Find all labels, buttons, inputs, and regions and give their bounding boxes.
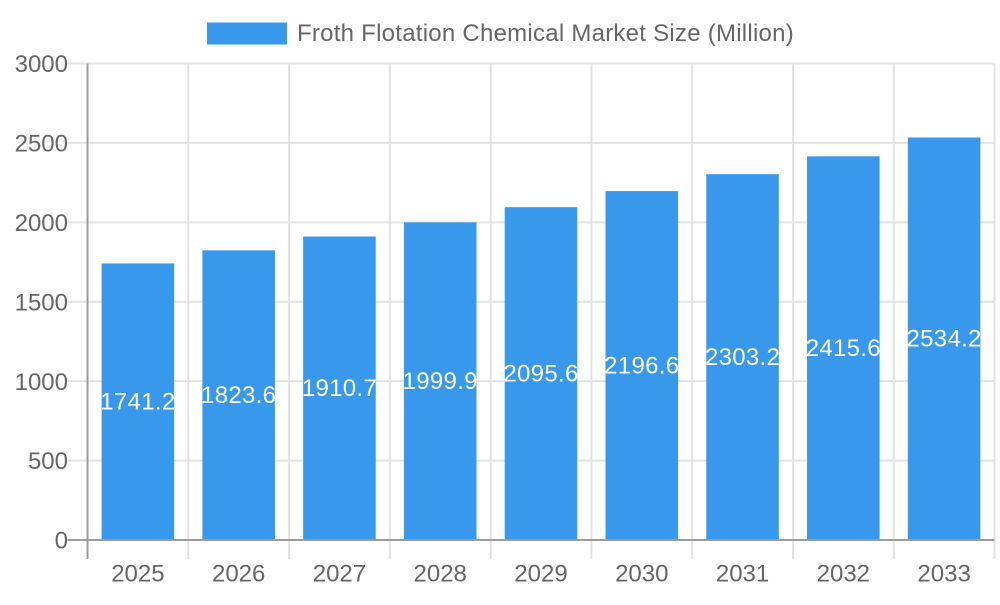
svg-text:3000: 3000 — [15, 51, 68, 78]
svg-text:2032: 2032 — [817, 561, 870, 588]
svg-text:1500: 1500 — [15, 289, 68, 316]
svg-text:0: 0 — [55, 528, 68, 555]
svg-text:1999.9: 1999.9 — [403, 368, 478, 395]
svg-text:500: 500 — [28, 448, 68, 475]
svg-text:2028: 2028 — [414, 561, 467, 588]
svg-text:2534.2: 2534.2 — [907, 326, 982, 353]
svg-text:2029: 2029 — [514, 561, 567, 588]
svg-text:2026: 2026 — [212, 561, 265, 588]
svg-text:1910.7: 1910.7 — [302, 375, 377, 402]
svg-text:2500: 2500 — [15, 131, 68, 158]
svg-text:2415.6: 2415.6 — [806, 335, 881, 362]
svg-text:1741.2: 1741.2 — [100, 389, 175, 416]
svg-text:2031: 2031 — [716, 561, 769, 588]
svg-text:1823.6: 1823.6 — [201, 382, 276, 409]
svg-text:Froth Flotation Chemical Marke: Froth Flotation Chemical Market Size (Mi… — [297, 20, 794, 47]
svg-text:2033: 2033 — [917, 561, 970, 588]
svg-text:2027: 2027 — [313, 561, 366, 588]
svg-text:1000: 1000 — [15, 369, 68, 396]
svg-text:2025: 2025 — [111, 561, 164, 588]
svg-text:2303.2: 2303.2 — [705, 344, 780, 371]
svg-text:2196.6: 2196.6 — [604, 352, 679, 379]
svg-text:2095.6: 2095.6 — [503, 360, 578, 387]
svg-text:2030: 2030 — [615, 561, 668, 588]
svg-text:2000: 2000 — [15, 210, 68, 237]
